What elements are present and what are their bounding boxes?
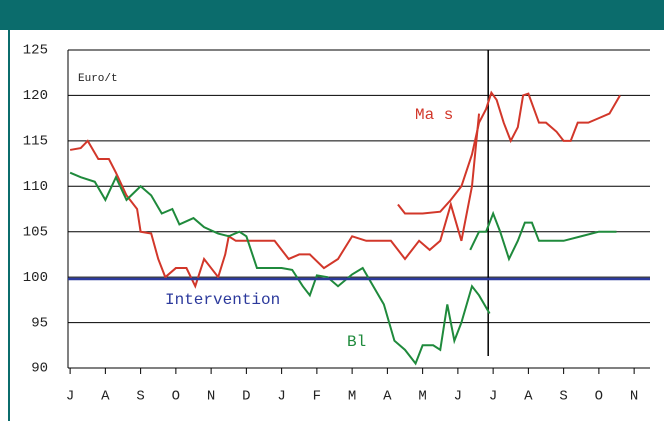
x-tick-label: J xyxy=(489,389,497,405)
left-border xyxy=(8,30,10,421)
series-line xyxy=(397,90,621,215)
x-tick-label: A xyxy=(101,389,110,405)
series-label: Intervention xyxy=(165,291,280,309)
series-label: Ma s xyxy=(415,106,453,124)
header-bar xyxy=(0,0,664,30)
x-tick-label: J xyxy=(454,389,462,405)
x-tick-label: O xyxy=(595,389,603,405)
x-tick-label: M xyxy=(348,389,356,405)
x-tick-label: F xyxy=(313,389,321,405)
series-label: Bl xyxy=(347,333,366,351)
y-tick-label: 90 xyxy=(31,361,48,377)
y-tick-label: 110 xyxy=(23,179,48,195)
x-tick-label: A xyxy=(383,389,392,405)
x-tick-label: N xyxy=(207,389,215,405)
x-tick-label: M xyxy=(418,389,426,405)
y-tick-label: 95 xyxy=(31,315,48,331)
series-line xyxy=(69,171,491,366)
x-tick-label: O xyxy=(172,389,180,405)
x-tick-label: N xyxy=(630,389,638,405)
x-tick-label: A xyxy=(524,389,533,405)
y-tick-label: 120 xyxy=(23,88,48,104)
y-tick-label: 115 xyxy=(23,134,48,150)
x-tick-label: J xyxy=(66,389,74,405)
y-tick-label: 125 xyxy=(23,43,48,59)
unit-label: Euro/t xyxy=(78,73,118,85)
series-line xyxy=(469,210,617,262)
x-tick-label: J xyxy=(277,389,285,405)
x-tick-label: S xyxy=(136,389,144,405)
series-line xyxy=(69,113,481,289)
y-tick-label: 105 xyxy=(23,224,48,240)
x-tick-label: D xyxy=(242,389,250,405)
y-tick-label: 100 xyxy=(23,270,48,286)
x-tick-label: S xyxy=(559,389,567,405)
